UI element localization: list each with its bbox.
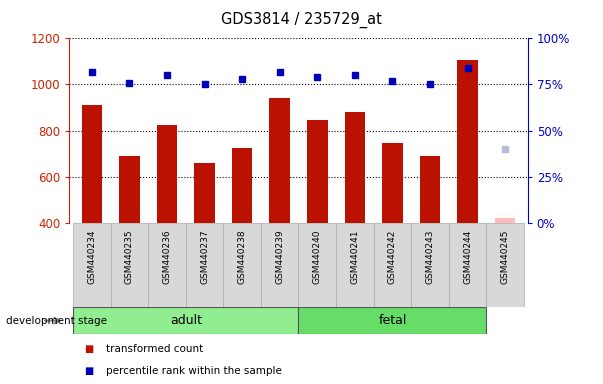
Text: GSM440239: GSM440239 bbox=[275, 230, 284, 284]
Bar bbox=[420, 156, 440, 223]
Text: percentile rank within the sample: percentile rank within the sample bbox=[106, 366, 282, 376]
Text: adult: adult bbox=[170, 314, 202, 327]
Bar bbox=[73, 223, 111, 307]
Text: GSM440236: GSM440236 bbox=[163, 230, 171, 284]
Bar bbox=[344, 112, 365, 223]
Bar bbox=[336, 223, 374, 307]
Text: GSM440234: GSM440234 bbox=[87, 230, 96, 284]
Bar bbox=[111, 223, 148, 307]
Bar bbox=[449, 223, 486, 307]
Text: GSM440242: GSM440242 bbox=[388, 230, 397, 284]
Bar bbox=[298, 307, 486, 334]
Text: GDS3814 / 235729_at: GDS3814 / 235729_at bbox=[221, 12, 382, 28]
Bar bbox=[382, 143, 403, 223]
Text: GSM440245: GSM440245 bbox=[500, 230, 510, 284]
Bar bbox=[494, 218, 516, 223]
Bar bbox=[119, 156, 140, 223]
Bar bbox=[307, 119, 327, 223]
Text: GSM440235: GSM440235 bbox=[125, 230, 134, 284]
Bar bbox=[261, 223, 298, 307]
Bar bbox=[223, 223, 261, 307]
Bar bbox=[148, 223, 186, 307]
Bar bbox=[486, 223, 524, 307]
Text: GSM440240: GSM440240 bbox=[313, 230, 322, 284]
Text: fetal: fetal bbox=[378, 314, 406, 327]
Bar bbox=[186, 223, 223, 307]
Text: ■: ■ bbox=[84, 344, 93, 354]
Bar bbox=[81, 105, 103, 223]
Text: GSM440241: GSM440241 bbox=[350, 230, 359, 284]
Bar bbox=[157, 124, 177, 223]
Text: GSM440237: GSM440237 bbox=[200, 230, 209, 284]
Bar bbox=[73, 307, 298, 334]
Bar bbox=[298, 223, 336, 307]
Text: GSM440244: GSM440244 bbox=[463, 230, 472, 284]
Bar bbox=[457, 60, 478, 223]
Bar bbox=[270, 98, 290, 223]
Text: development stage: development stage bbox=[6, 316, 107, 326]
Bar bbox=[411, 223, 449, 307]
Text: ■: ■ bbox=[84, 366, 93, 376]
Text: transformed count: transformed count bbox=[106, 344, 203, 354]
Text: GSM440243: GSM440243 bbox=[426, 230, 434, 284]
Bar bbox=[232, 147, 253, 223]
Bar bbox=[374, 223, 411, 307]
Text: GSM440238: GSM440238 bbox=[238, 230, 247, 284]
Bar bbox=[194, 163, 215, 223]
